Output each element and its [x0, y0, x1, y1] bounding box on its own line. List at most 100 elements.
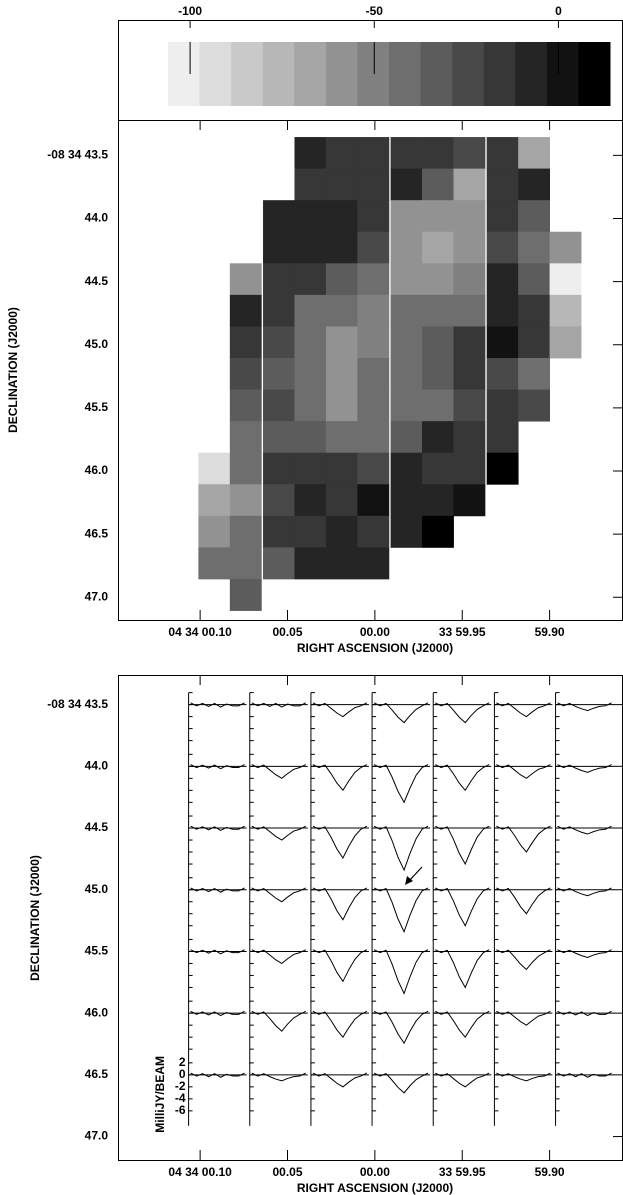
- spectrum-line: [373, 949, 429, 995]
- spectrum-line: [496, 949, 551, 971]
- y-tick-label: -08 34 43.5: [47, 697, 108, 711]
- y-tick-label: 46.5: [85, 1067, 109, 1081]
- spectrum-line: [435, 1072, 490, 1088]
- colorbar-swatch: [168, 42, 201, 106]
- heatmap-cell: [518, 231, 551, 264]
- spectrum-line: [496, 887, 551, 915]
- heatmap-cell: [390, 200, 423, 233]
- spectrum-line: [557, 1010, 612, 1017]
- heatmap-cell: [357, 484, 390, 517]
- colorbar-swatch: [578, 42, 611, 106]
- y-tick-label: 47.0: [85, 1129, 109, 1143]
- spectrum-line: [373, 1072, 429, 1094]
- heatmap-cell: [294, 515, 327, 548]
- spectrum-tick-label: -2: [175, 1079, 186, 1093]
- heatmap-cell: [518, 326, 551, 359]
- heatmap-cell: [294, 484, 327, 517]
- heatmap-cell: [453, 484, 486, 517]
- heatmap-cell: [549, 231, 582, 264]
- heatmap-cell: [263, 200, 295, 233]
- heatmap-cell: [422, 515, 454, 548]
- spectrum-line: [435, 887, 490, 927]
- heatmap-cell: [357, 294, 390, 327]
- spectrum-line: [190, 702, 245, 708]
- colorbar-tick-label: -50: [366, 4, 384, 18]
- heatmap-cell: [422, 200, 454, 233]
- spectrum-line: [312, 887, 368, 921]
- spectrum-line: [312, 1010, 368, 1038]
- spectrum-line: [251, 887, 306, 903]
- heatmap-cell: [325, 358, 358, 390]
- heatmap-cell: [453, 168, 486, 201]
- heatmap-cell: [294, 547, 327, 580]
- heatmap-cell: [549, 326, 582, 359]
- heatmap-cell: [453, 358, 486, 390]
- heatmap-cell: [549, 263, 582, 296]
- heatmap-cell: [390, 137, 423, 170]
- heatmap-cell: [198, 452, 231, 485]
- x-tick-label: 59.90: [535, 625, 565, 639]
- heatmap-cell: [263, 484, 295, 517]
- heatmap-cell: [325, 294, 358, 327]
- heatmap-cell: [263, 294, 295, 327]
- heatmap-cell: [453, 294, 486, 327]
- heatmap-cell: [422, 358, 454, 390]
- heatmap-cell: [229, 326, 262, 359]
- spectrum-line: [251, 1010, 306, 1032]
- colorbar-swatch: [546, 42, 579, 106]
- spectrum-line: [190, 825, 245, 831]
- heatmap-cell: [229, 294, 262, 327]
- heatmap-cell: [294, 231, 327, 264]
- spectrum-line: [312, 949, 368, 983]
- heatmap-cell: [422, 137, 454, 170]
- heatmap-cell: [486, 294, 519, 327]
- x-tick-label: 33 59.95: [439, 625, 486, 639]
- heatmap-cell: [263, 389, 295, 422]
- spectrum-tick-label: 2: [179, 1055, 186, 1069]
- spectrum-line: [190, 1072, 245, 1078]
- colorbar-swatch: [294, 42, 327, 106]
- heatmap-cell: [486, 200, 519, 233]
- heatmap-cell: [198, 547, 231, 580]
- heatmap-cell: [294, 389, 327, 422]
- spectrum-line: [435, 825, 490, 866]
- heatmap-cell: [486, 389, 519, 422]
- spectrum-line: [251, 764, 306, 779]
- spectrum-line: [435, 1010, 490, 1038]
- heatmap-cell: [390, 484, 423, 517]
- spectrum-unit-label: MilliJY/BEAM: [153, 1056, 167, 1133]
- heatmap-cell: [294, 326, 327, 359]
- heatmap-cell: [518, 389, 551, 422]
- heatmap-cell: [263, 452, 295, 485]
- y-tick-label: 46.0: [85, 1005, 109, 1019]
- spectrum-line: [312, 1072, 368, 1088]
- heatmap-cell: [357, 515, 390, 548]
- heatmap-cell: [263, 263, 295, 296]
- heatmap-cell: [357, 358, 390, 390]
- heatmap-cell: [263, 421, 295, 454]
- heatmap-cell: [294, 421, 327, 454]
- heatmap-cell: [294, 294, 327, 327]
- spectrum-line: [251, 702, 306, 708]
- heatmap-cell: [357, 547, 390, 580]
- heatmap-cell: [453, 137, 486, 170]
- spectrum-line: [557, 949, 612, 958]
- heatmap-cell: [486, 231, 519, 264]
- y-tick-label: 45.5: [85, 400, 109, 414]
- heatmap-cell: [263, 515, 295, 548]
- heatmap-cell: [198, 515, 231, 548]
- heatmap-cell: [518, 200, 551, 233]
- spectrum-line: [190, 887, 245, 893]
- spectrum-line: [557, 1072, 612, 1078]
- heatmap-cell: [229, 263, 262, 296]
- heatmap-cell: [325, 137, 358, 170]
- heatmap-cell: [294, 200, 327, 233]
- spectrum-line: [251, 825, 306, 841]
- y-tick-label: 46.5: [85, 526, 109, 540]
- y-axis-label: DECLINATION (J2000): [6, 307, 20, 433]
- spectrum-line: [373, 825, 429, 872]
- spectrum-line: [557, 764, 612, 773]
- heatmap-cell: [263, 547, 295, 580]
- heatmap-cell: [325, 515, 358, 548]
